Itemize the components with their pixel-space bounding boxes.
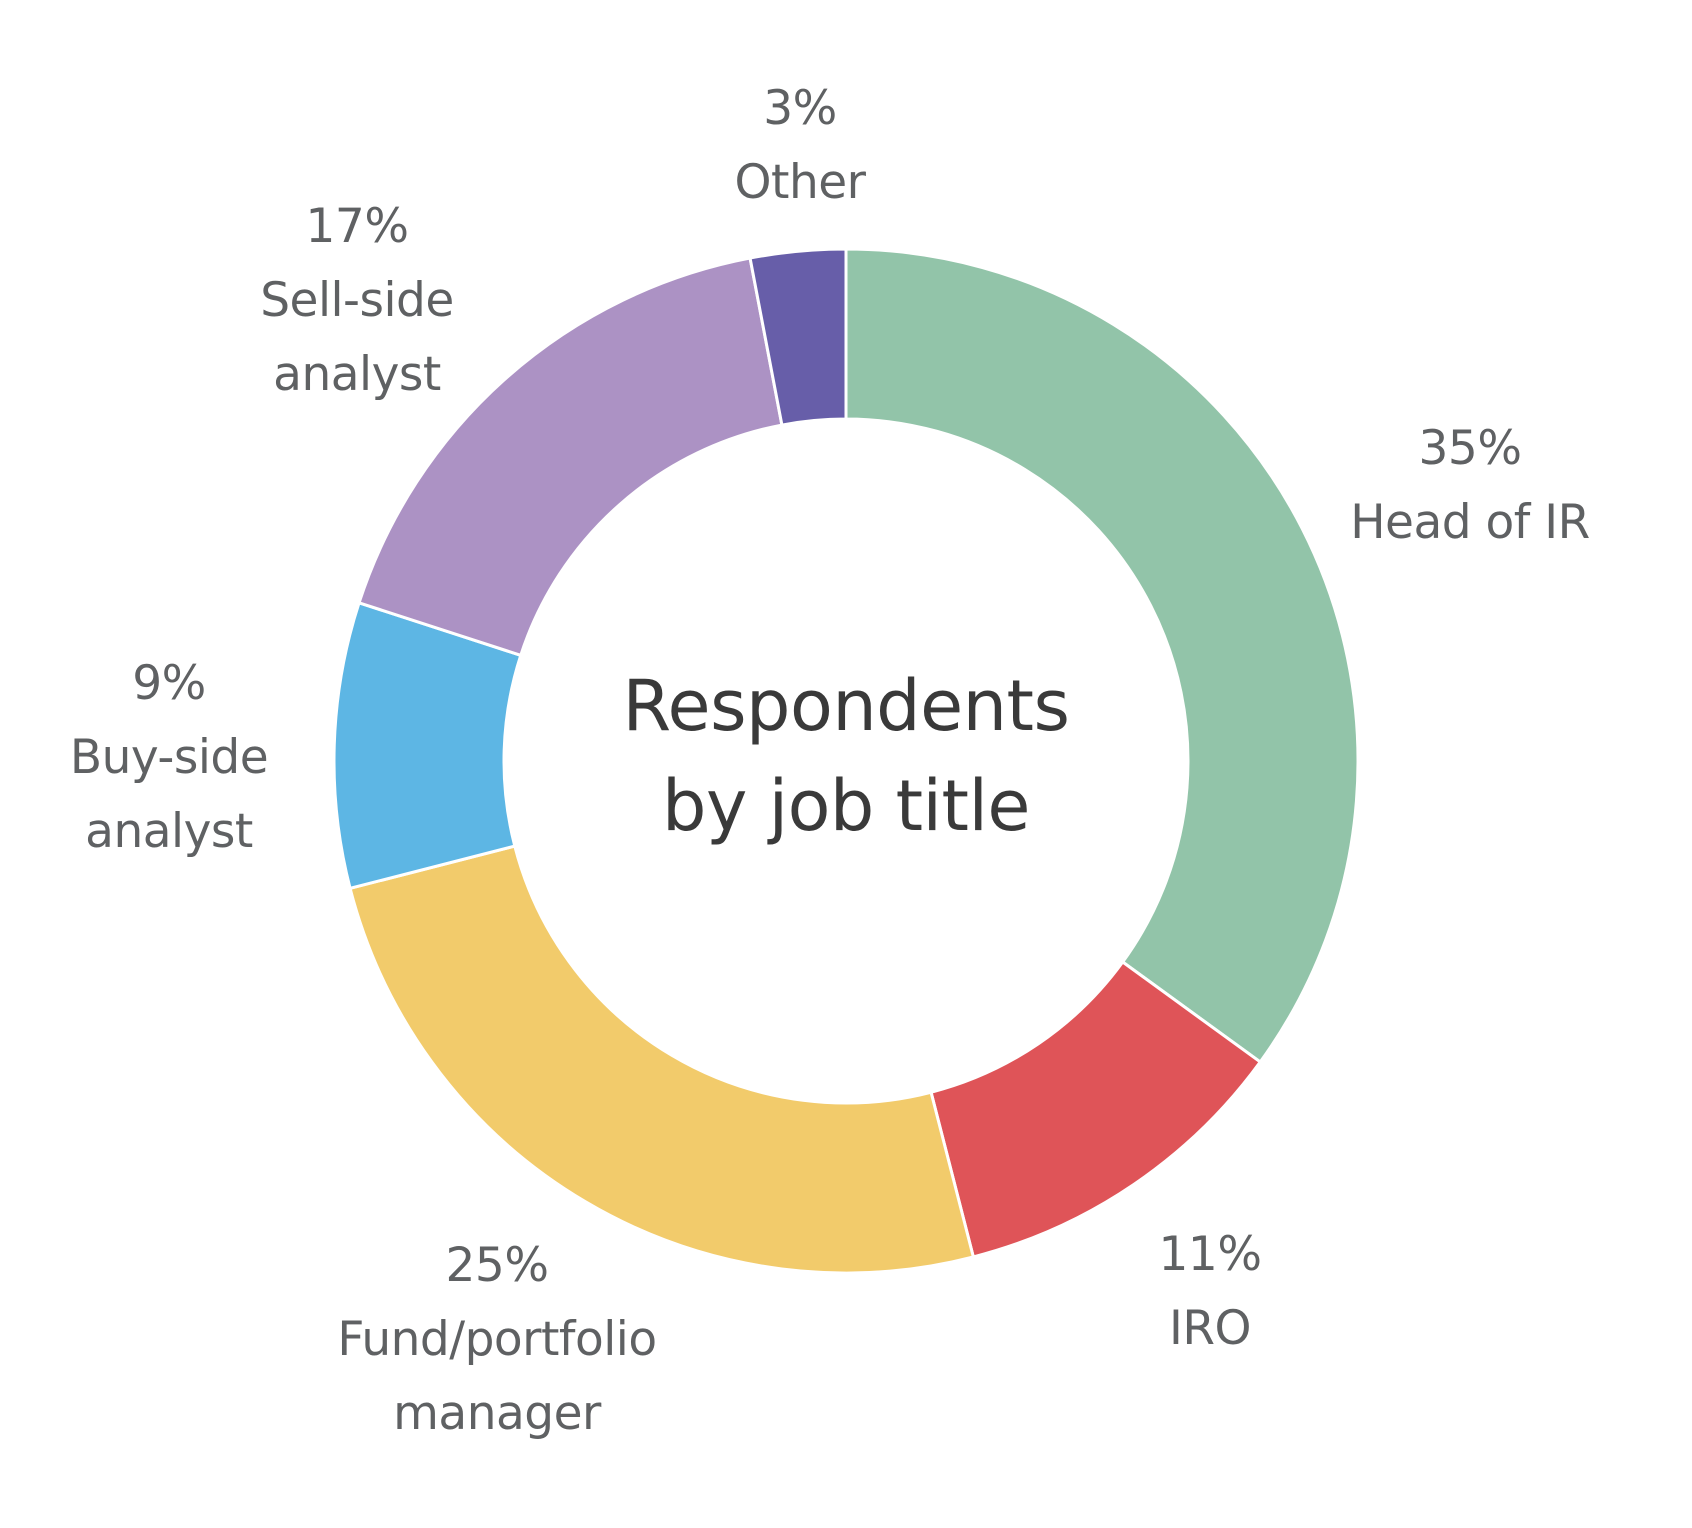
slice-label-head-of-ir: 35% Head of IR xyxy=(1350,421,1590,550)
slice-category-label: manager xyxy=(393,1386,602,1441)
slice-category-label: Buy-side xyxy=(70,730,268,785)
slice-category-label: Fund/portfolio xyxy=(337,1312,656,1367)
slice-percent-label: 3% xyxy=(763,81,837,136)
slice-category-label: Head of IR xyxy=(1350,495,1590,550)
slice-category-label: analyst xyxy=(273,347,441,402)
slice-percent-label: 9% xyxy=(132,656,206,711)
slice-category-label: Sell-side xyxy=(260,273,454,328)
slice-label-iro: 11% IRO xyxy=(1159,1227,1262,1356)
slice-category-label: analyst xyxy=(85,804,253,859)
slice-label-buy-side-analyst: 9% Buy-side analyst xyxy=(70,656,268,859)
slice-percent-label: 17% xyxy=(306,199,409,254)
center-title-line: by job title xyxy=(662,765,1030,847)
slice-label-sell-side-analyst: 17% Sell-side analyst xyxy=(260,199,454,402)
slice-percent-label: 11% xyxy=(1159,1227,1262,1282)
slice-percent-label: 35% xyxy=(1419,421,1522,476)
slice-percent-label: 25% xyxy=(446,1238,549,1293)
slice-sell-side-analyst xyxy=(357,256,784,658)
donut-slices xyxy=(332,247,1360,1275)
slice-other xyxy=(748,247,848,427)
center-title-line: Respondents xyxy=(623,665,1070,747)
slice-labels: 35% Head of IR 11% IRO 25% Fund/portfolio mana… xyxy=(70,81,1590,1441)
slice-head-of-ir xyxy=(844,247,1360,1065)
slice-label-other: 3% Other xyxy=(735,81,867,210)
slice-label-fund-portfolio-manager: 25% Fund/portfolio manager xyxy=(337,1238,656,1441)
slice-fund-portfolio-manager xyxy=(348,844,976,1275)
center-title: Respondents by job title xyxy=(623,665,1070,847)
slice-category-label: IRO xyxy=(1169,1301,1251,1356)
slice-category-label: Other xyxy=(735,155,867,210)
